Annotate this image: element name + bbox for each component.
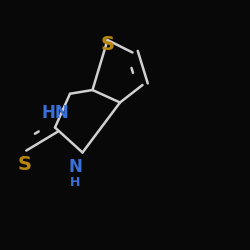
Text: S: S bbox=[18, 156, 32, 174]
Text: S: S bbox=[100, 36, 114, 54]
Text: HN: HN bbox=[41, 104, 69, 122]
Text: H: H bbox=[70, 176, 80, 189]
Text: N: N bbox=[68, 158, 82, 176]
